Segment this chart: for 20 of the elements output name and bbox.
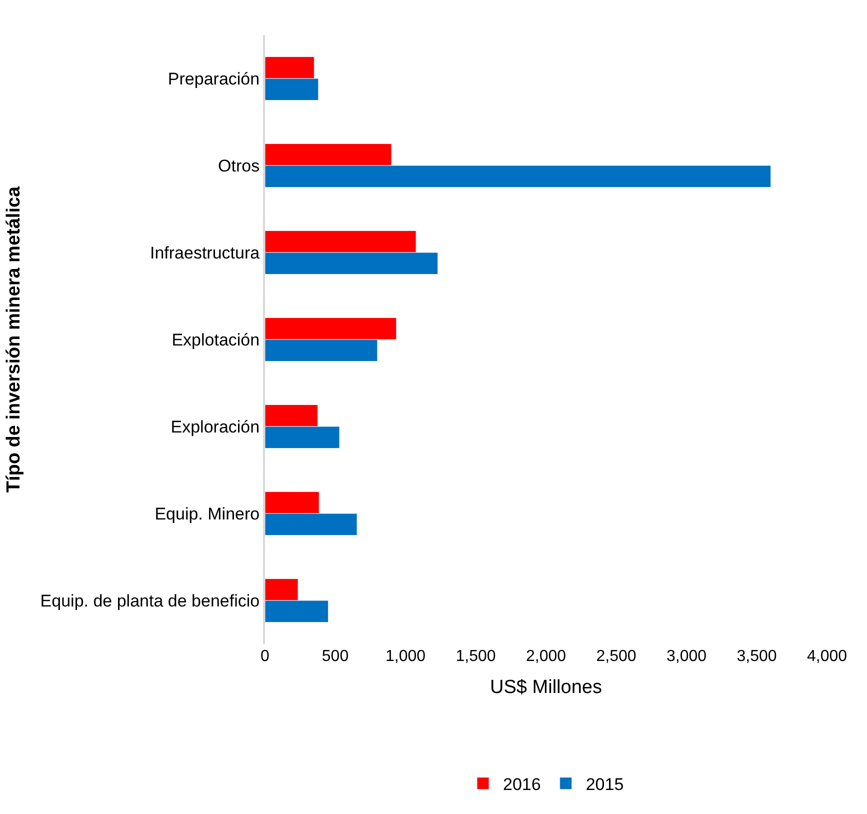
x-tick-label: 0 — [260, 648, 270, 665]
y-tick-label: Equip. Minero — [154, 504, 260, 524]
legend-label: 2016 — [503, 774, 541, 794]
x-tick-label: 1,500 — [456, 648, 496, 665]
legend-label: 2015 — [586, 774, 624, 794]
y-tick-label: Equip. de planta de beneficio — [40, 591, 260, 610]
x-axis-title: US$ Millones — [490, 676, 602, 698]
x-tick-label: 2,500 — [596, 648, 636, 665]
y-tick-label: Otros — [218, 156, 260, 176]
y-tick-label: Exploración — [170, 417, 260, 436]
x-tick-label: 500 — [322, 648, 349, 665]
x-tick-label: 3,000 — [666, 648, 707, 665]
y-tick-label: Preparación — [168, 69, 260, 88]
y-axis-title: Típo de inversión minera metálica — [4, 186, 25, 493]
x-tick-label: 1,000 — [385, 648, 426, 665]
y-tick-label: Explotación — [172, 330, 260, 350]
y-tick-label: Infraestructura — [150, 243, 260, 262]
x-tick-label: 2,000 — [526, 648, 566, 665]
x-tick-label: 3,500 — [736, 648, 777, 665]
x-tick-label: 4,000 — [806, 648, 848, 665]
